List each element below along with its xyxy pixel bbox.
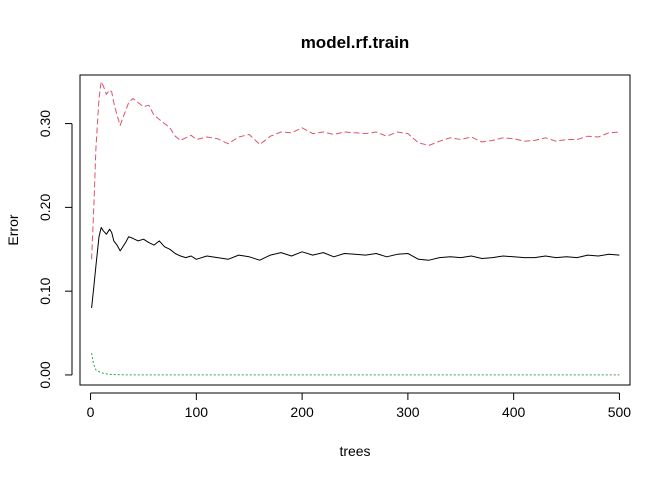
- x-tick-label: 100: [185, 404, 209, 420]
- x-tick-label: 0: [87, 404, 95, 420]
- series-line-class-2: [91, 353, 620, 376]
- x-tick-label: 400: [502, 404, 526, 420]
- x-axis: 0 100 200 300 400 500: [87, 392, 632, 420]
- chart-title: model.rf.train: [301, 33, 410, 52]
- y-axis-label: Error: [5, 214, 21, 245]
- y-tick-label: 0.10: [37, 277, 53, 304]
- y-tick-label: 0.20: [37, 194, 53, 221]
- y-tick-label: 0.00: [37, 361, 53, 388]
- x-tick-label: 500: [608, 404, 632, 420]
- plot-frame: [79, 74, 631, 386]
- series-layer: [91, 81, 620, 376]
- x-axis-label: trees: [339, 443, 370, 459]
- series-line-oob: [91, 227, 620, 308]
- series-line-class-1: [91, 81, 620, 260]
- x-tick-label: 200: [290, 404, 314, 420]
- y-tick-label: 0.30: [37, 110, 53, 137]
- x-tick-label: 300: [396, 404, 420, 420]
- y-axis: 0.00 0.10 0.20 0.30: [37, 110, 73, 389]
